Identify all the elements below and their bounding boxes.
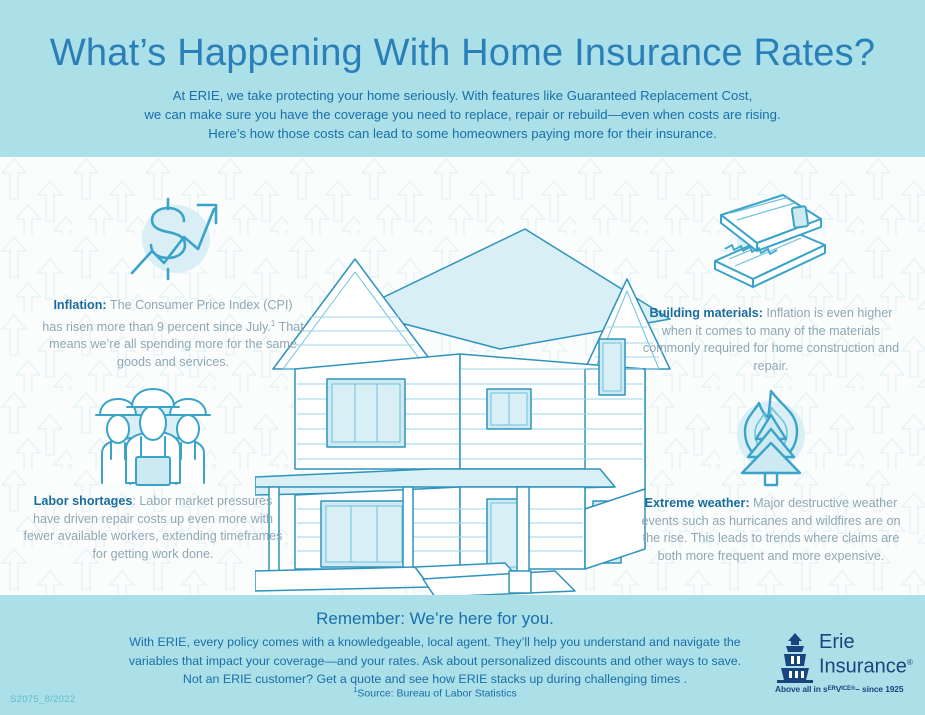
footer-body: With ERIE, every policy comes with a kno… [0,633,870,689]
header-subtitle-line-3: Here’s how those costs can lead to some … [208,126,717,141]
tagline-reg: ® [850,686,856,692]
document-code: S2075_8/2022 [10,694,76,705]
dollar-sign-rising-arrow-icon [130,197,218,281]
section-labor-body: : Labor market pressures have driven rep… [23,494,283,561]
construction-workers-icon [95,388,211,486]
header-subtitle-line-1: At ERIE, we take protecting your home se… [172,88,753,103]
erie-logo-wordmark: Erie Insurance® [819,632,913,678]
tagline-ice: ICE [841,686,851,692]
source-marker: 1 [353,685,358,694]
main-panel: Inflation: The Consumer Price Index (CPI… [0,157,925,595]
registered-mark: ® [906,658,913,667]
header-band: What’s Happening With Home Insurance Rat… [0,0,925,157]
footer-title: Remember: We’re here for you. [316,609,554,628]
erie-lighthouse-icon [777,633,813,683]
tagline-pre: Above all in s [775,684,828,694]
header-subtitle-line-2: we can make sure you have the coverage y… [144,107,781,122]
section-weather-body: Major destructive weather events such as… [641,496,901,563]
erie-logo-tagline: Above all in sERVICE®– since 1925 [775,684,915,694]
footer-body-line-3: Not an ERIE customer? Get a quote and se… [182,672,688,686]
lumber-planks-icon [714,194,826,288]
section-materials-label: Building materials: [649,306,763,320]
section-materials: Building materials: Inflation is even hi… [640,189,902,375]
wildfire-tree-icon [737,389,805,487]
erie-logo-insurance-text: Insurance [819,655,907,678]
section-labor-label: Labor shortages [33,494,133,508]
footer-source: 1Source: Bureau of Labor Statistics [0,685,870,700]
section-weather-label: Extreme weather: [644,496,750,510]
section-materials-body: Inflation is even higher when it comes t… [642,306,900,373]
footnote-marker: 1 [270,318,276,328]
section-labor-text: Labor shortages: Labor market pressures … [22,493,284,563]
section-inflation-label: Inflation: [53,298,107,312]
footer-body-line-2: variables that impact your coverage—and … [128,653,742,668]
tagline-er: ER [827,686,836,692]
section-labor: Labor shortages: Labor market pressures … [22,387,284,563]
footer-band: Remember: We’re here for you. With ERIE,… [0,595,925,715]
source-text: Source: Bureau of Labor Statistics [357,687,517,700]
section-weather: Extreme weather: Major destructive weath… [640,389,902,565]
house-illustration [255,228,671,595]
erie-insurance-logo: Erie Insurance® Above all in sERVICE®– s… [775,632,915,698]
footer-body-line-1: With ERIE, every policy comes with a kno… [129,635,741,649]
tagline-v: V [835,684,842,694]
header-subtitle: At ERIE, we take protecting your home se… [83,72,843,143]
tagline-post: – since 1925 [855,684,904,694]
section-inflation-body: The Consumer Price Index (CPI) has risen… [42,298,293,334]
section-weather-text: Extreme weather: Major destructive weath… [640,495,902,565]
erie-logo-line-2: Insurance® [819,652,913,678]
section-inflation-text: Inflation: The Consumer Price Index (CPI… [42,297,304,372]
erie-logo-line-1: Erie [819,631,855,653]
section-inflation-body-tail: That means we’re all spending more for t… [49,319,304,369]
section-materials-text: Building materials: Inflation is even hi… [640,305,902,375]
section-inflation: Inflation: The Consumer Price Index (CPI… [42,191,304,372]
page-title: What’s Happening With Home Insurance Rat… [49,32,876,74]
